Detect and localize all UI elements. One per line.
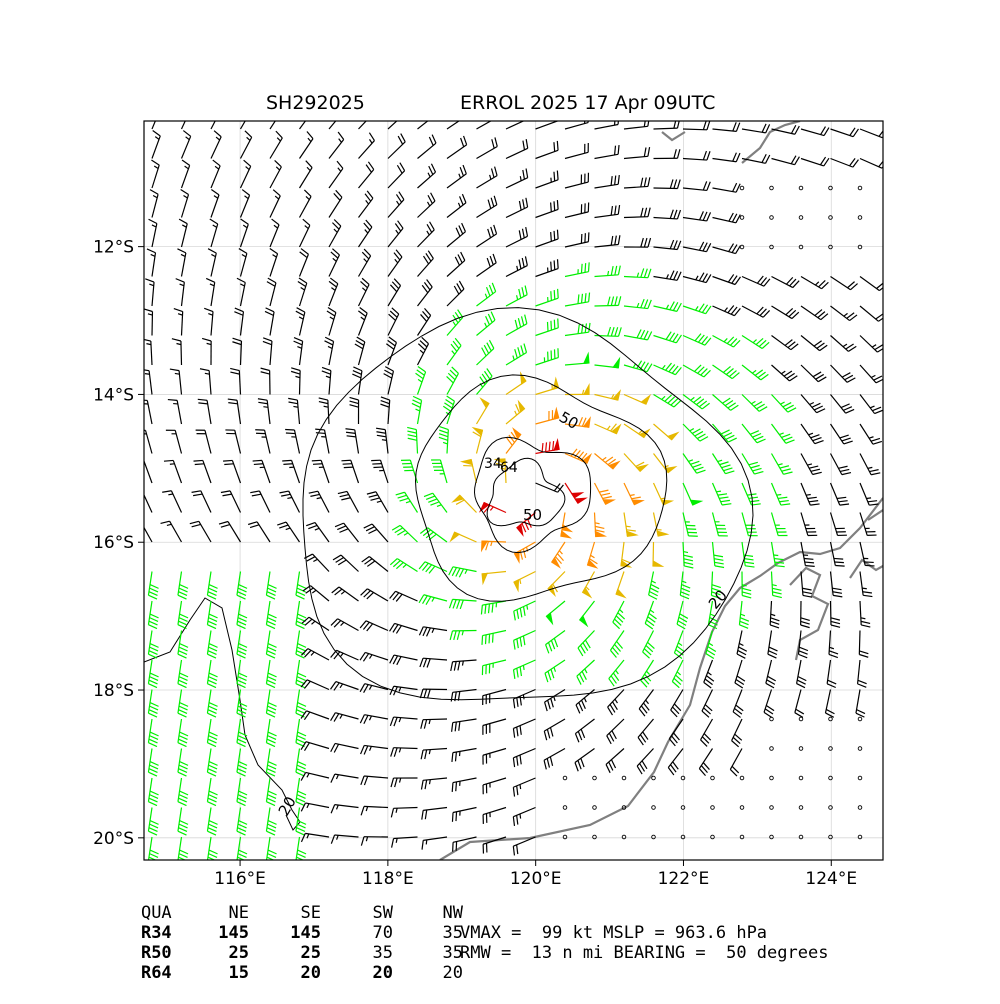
lat-tick-label: 20°S xyxy=(93,829,134,849)
radius-se: 20 xyxy=(249,963,321,983)
radius-nw: 35 xyxy=(393,943,463,963)
radius-ne: 25 xyxy=(191,943,249,963)
lon-tick-label: 120°E xyxy=(510,869,562,889)
lon-tick-label: 122°E xyxy=(658,869,710,889)
header-se: SE xyxy=(249,903,321,923)
radius-se: 25 xyxy=(249,943,321,963)
lat-tick-label: 16°S xyxy=(93,533,134,553)
lon-tick-label: 124°E xyxy=(805,869,857,889)
header-nw: NW xyxy=(393,903,463,923)
contour-label: 50 xyxy=(523,506,542,524)
contour-label: 64 xyxy=(500,460,518,476)
radius-nw: 20 xyxy=(393,963,463,983)
lat-tick-label: 12°S xyxy=(93,238,134,258)
radius-se: 145 xyxy=(249,923,321,943)
row-label: R64 xyxy=(141,963,191,983)
radius-sw: 20 xyxy=(321,963,393,983)
header-sw: SW xyxy=(321,903,393,923)
row-label: R50 xyxy=(141,943,191,963)
stats-vmax-mslp: VMAX = 99 kt MSLP = 963.6 hPa xyxy=(460,923,828,943)
radius-ne: 145 xyxy=(191,923,249,943)
radius-sw: 70 xyxy=(321,923,393,943)
radius-ne: 15 xyxy=(191,963,249,983)
stats-rmw-bearing: RMW = 13 n mi BEARING = 50 degrees xyxy=(460,943,828,963)
row-label: R34 xyxy=(141,923,191,943)
radius-sw: 35 xyxy=(321,943,393,963)
header-ne: NE xyxy=(191,903,249,923)
header-qua: QUA xyxy=(141,903,191,923)
lat-tick-label: 18°S xyxy=(93,681,134,701)
plot-background xyxy=(144,121,883,860)
radius-nw: 35 xyxy=(393,923,463,943)
lat-tick-label: 14°S xyxy=(93,385,134,405)
